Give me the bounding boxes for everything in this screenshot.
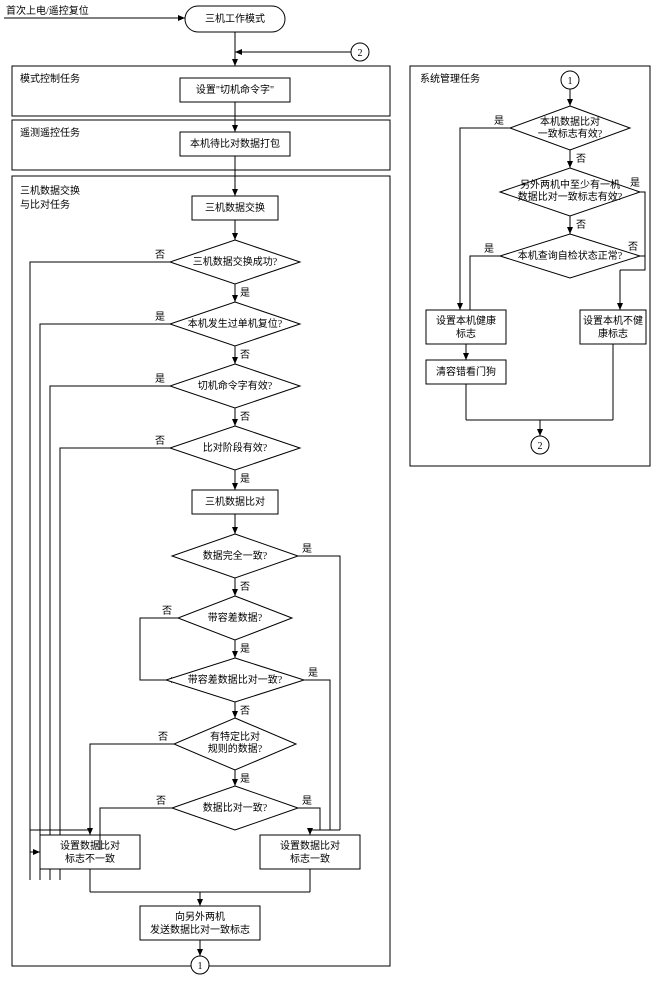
section-sysmgmt-label: 系统管理任务 bbox=[420, 72, 480, 85]
send-text-1: 向另外两机 bbox=[175, 910, 225, 923]
clear-wd-text: 清容错看门狗 bbox=[436, 365, 496, 378]
exchange-ok-text: 三机数据交换成功? bbox=[193, 255, 278, 268]
reset-no: 否 bbox=[240, 349, 250, 361]
set-mismatch-text-2: 标志不一致 bbox=[65, 852, 115, 865]
special-rule-text-1: 有特定比对 bbox=[210, 730, 260, 743]
set-unhealthy-text-2: 康标志 bbox=[598, 327, 628, 340]
data-same-yes: 是 bbox=[302, 543, 312, 555]
phase-valid-text: 比对阶段有效? bbox=[203, 441, 268, 454]
tol-match-no: 否 bbox=[240, 705, 250, 717]
rule-match-text: 数据比对一致? bbox=[203, 801, 268, 814]
flowchart-diagram: 首次上电/遥控复位 三机工作模式 2 模式控制任务 设置"切机命令字" 遥测遥控… bbox=[0, 0, 662, 1000]
selftest-no: 否 bbox=[628, 241, 638, 253]
section-exchange-label-2: 与比对任务 bbox=[20, 198, 70, 211]
tolerance-no: 否 bbox=[162, 605, 172, 617]
special-rule-yes: 是 bbox=[240, 773, 250, 785]
set-match-text-1: 设置数据比对 bbox=[280, 839, 340, 852]
exchange-text: 三机数据交换 bbox=[205, 201, 265, 214]
section-mode-ctrl-label: 模式控制任务 bbox=[20, 72, 80, 85]
rule-match-yes: 是 bbox=[302, 795, 312, 807]
cmd-valid-no: 否 bbox=[240, 411, 250, 423]
connector-2-out-text: 2 bbox=[538, 441, 543, 452]
special-rule-text-2: 规则的数据? bbox=[208, 742, 263, 755]
pack-text: 本机待比对数据打包 bbox=[190, 137, 280, 150]
self-valid-text-2: 一致标志有效? bbox=[538, 127, 603, 140]
reset-yes: 是 bbox=[155, 311, 165, 323]
other-valid-no: 否 bbox=[576, 219, 586, 231]
other-valid-text-1: 另外两机中至少有一机 bbox=[520, 178, 620, 191]
section-exchange-label-1: 三机数据交换 bbox=[20, 184, 80, 197]
reset-text: 本机发生过单机复位? bbox=[188, 317, 283, 330]
connector-2-in-text: 2 bbox=[358, 48, 363, 59]
selftest-yes: 是 bbox=[484, 243, 494, 255]
section-telemetry-label: 遥测遥控任务 bbox=[20, 126, 80, 139]
send-text-2: 发送数据比对一致标志 bbox=[150, 923, 250, 936]
set-healthy-text-2: 标志 bbox=[456, 327, 476, 340]
compare-text: 三机数据比对 bbox=[205, 495, 265, 508]
tolerance-yes: 是 bbox=[240, 643, 250, 655]
self-valid-decision bbox=[510, 106, 630, 150]
exchange-ok-yes: 是 bbox=[240, 287, 250, 299]
special-rule-no: 否 bbox=[158, 731, 168, 743]
set-cmd-text: 设置"切机命令字" bbox=[196, 83, 274, 96]
self-valid-yes: 是 bbox=[494, 115, 504, 127]
tol-match-text: 带容差数据比对一致? bbox=[188, 673, 283, 686]
set-healthy-text-1: 设置本机健康 bbox=[436, 314, 496, 327]
self-valid-text-1: 本机数据比对 bbox=[540, 115, 600, 128]
set-mismatch-text-1: 设置数据比对 bbox=[60, 839, 120, 852]
power-on-label: 首次上电/遥控复位 bbox=[6, 4, 89, 17]
rule-match-no: 否 bbox=[156, 795, 166, 807]
set-match-text-2: 标志一致 bbox=[290, 852, 330, 865]
mode-terminator-text: 三机工作模式 bbox=[205, 12, 265, 25]
tol-match-yes: 是 bbox=[308, 667, 318, 679]
phase-valid-no: 否 bbox=[155, 435, 165, 447]
cmd-valid-yes: 是 bbox=[155, 373, 165, 385]
data-same-no: 否 bbox=[240, 581, 250, 593]
exchange-ok-no: 否 bbox=[155, 249, 165, 261]
other-valid-yes: 是 bbox=[630, 177, 640, 189]
connector-1-in-text: 1 bbox=[568, 76, 573, 87]
selftest-text: 本机查询自检状态正常? bbox=[518, 249, 623, 262]
cmd-valid-text: 切机命令字有效? bbox=[198, 379, 273, 392]
self-valid-no: 否 bbox=[576, 153, 586, 165]
connector-1-out-text: 1 bbox=[198, 961, 203, 972]
phase-valid-yes: 是 bbox=[240, 473, 250, 485]
tolerance-text: 带容差数据? bbox=[208, 611, 263, 624]
other-valid-text-2: 数据比对一致标志有效? bbox=[518, 190, 623, 203]
data-same-text: 数据完全一致? bbox=[203, 549, 268, 562]
set-unhealthy-text-1: 设置本机不健 bbox=[583, 314, 643, 327]
